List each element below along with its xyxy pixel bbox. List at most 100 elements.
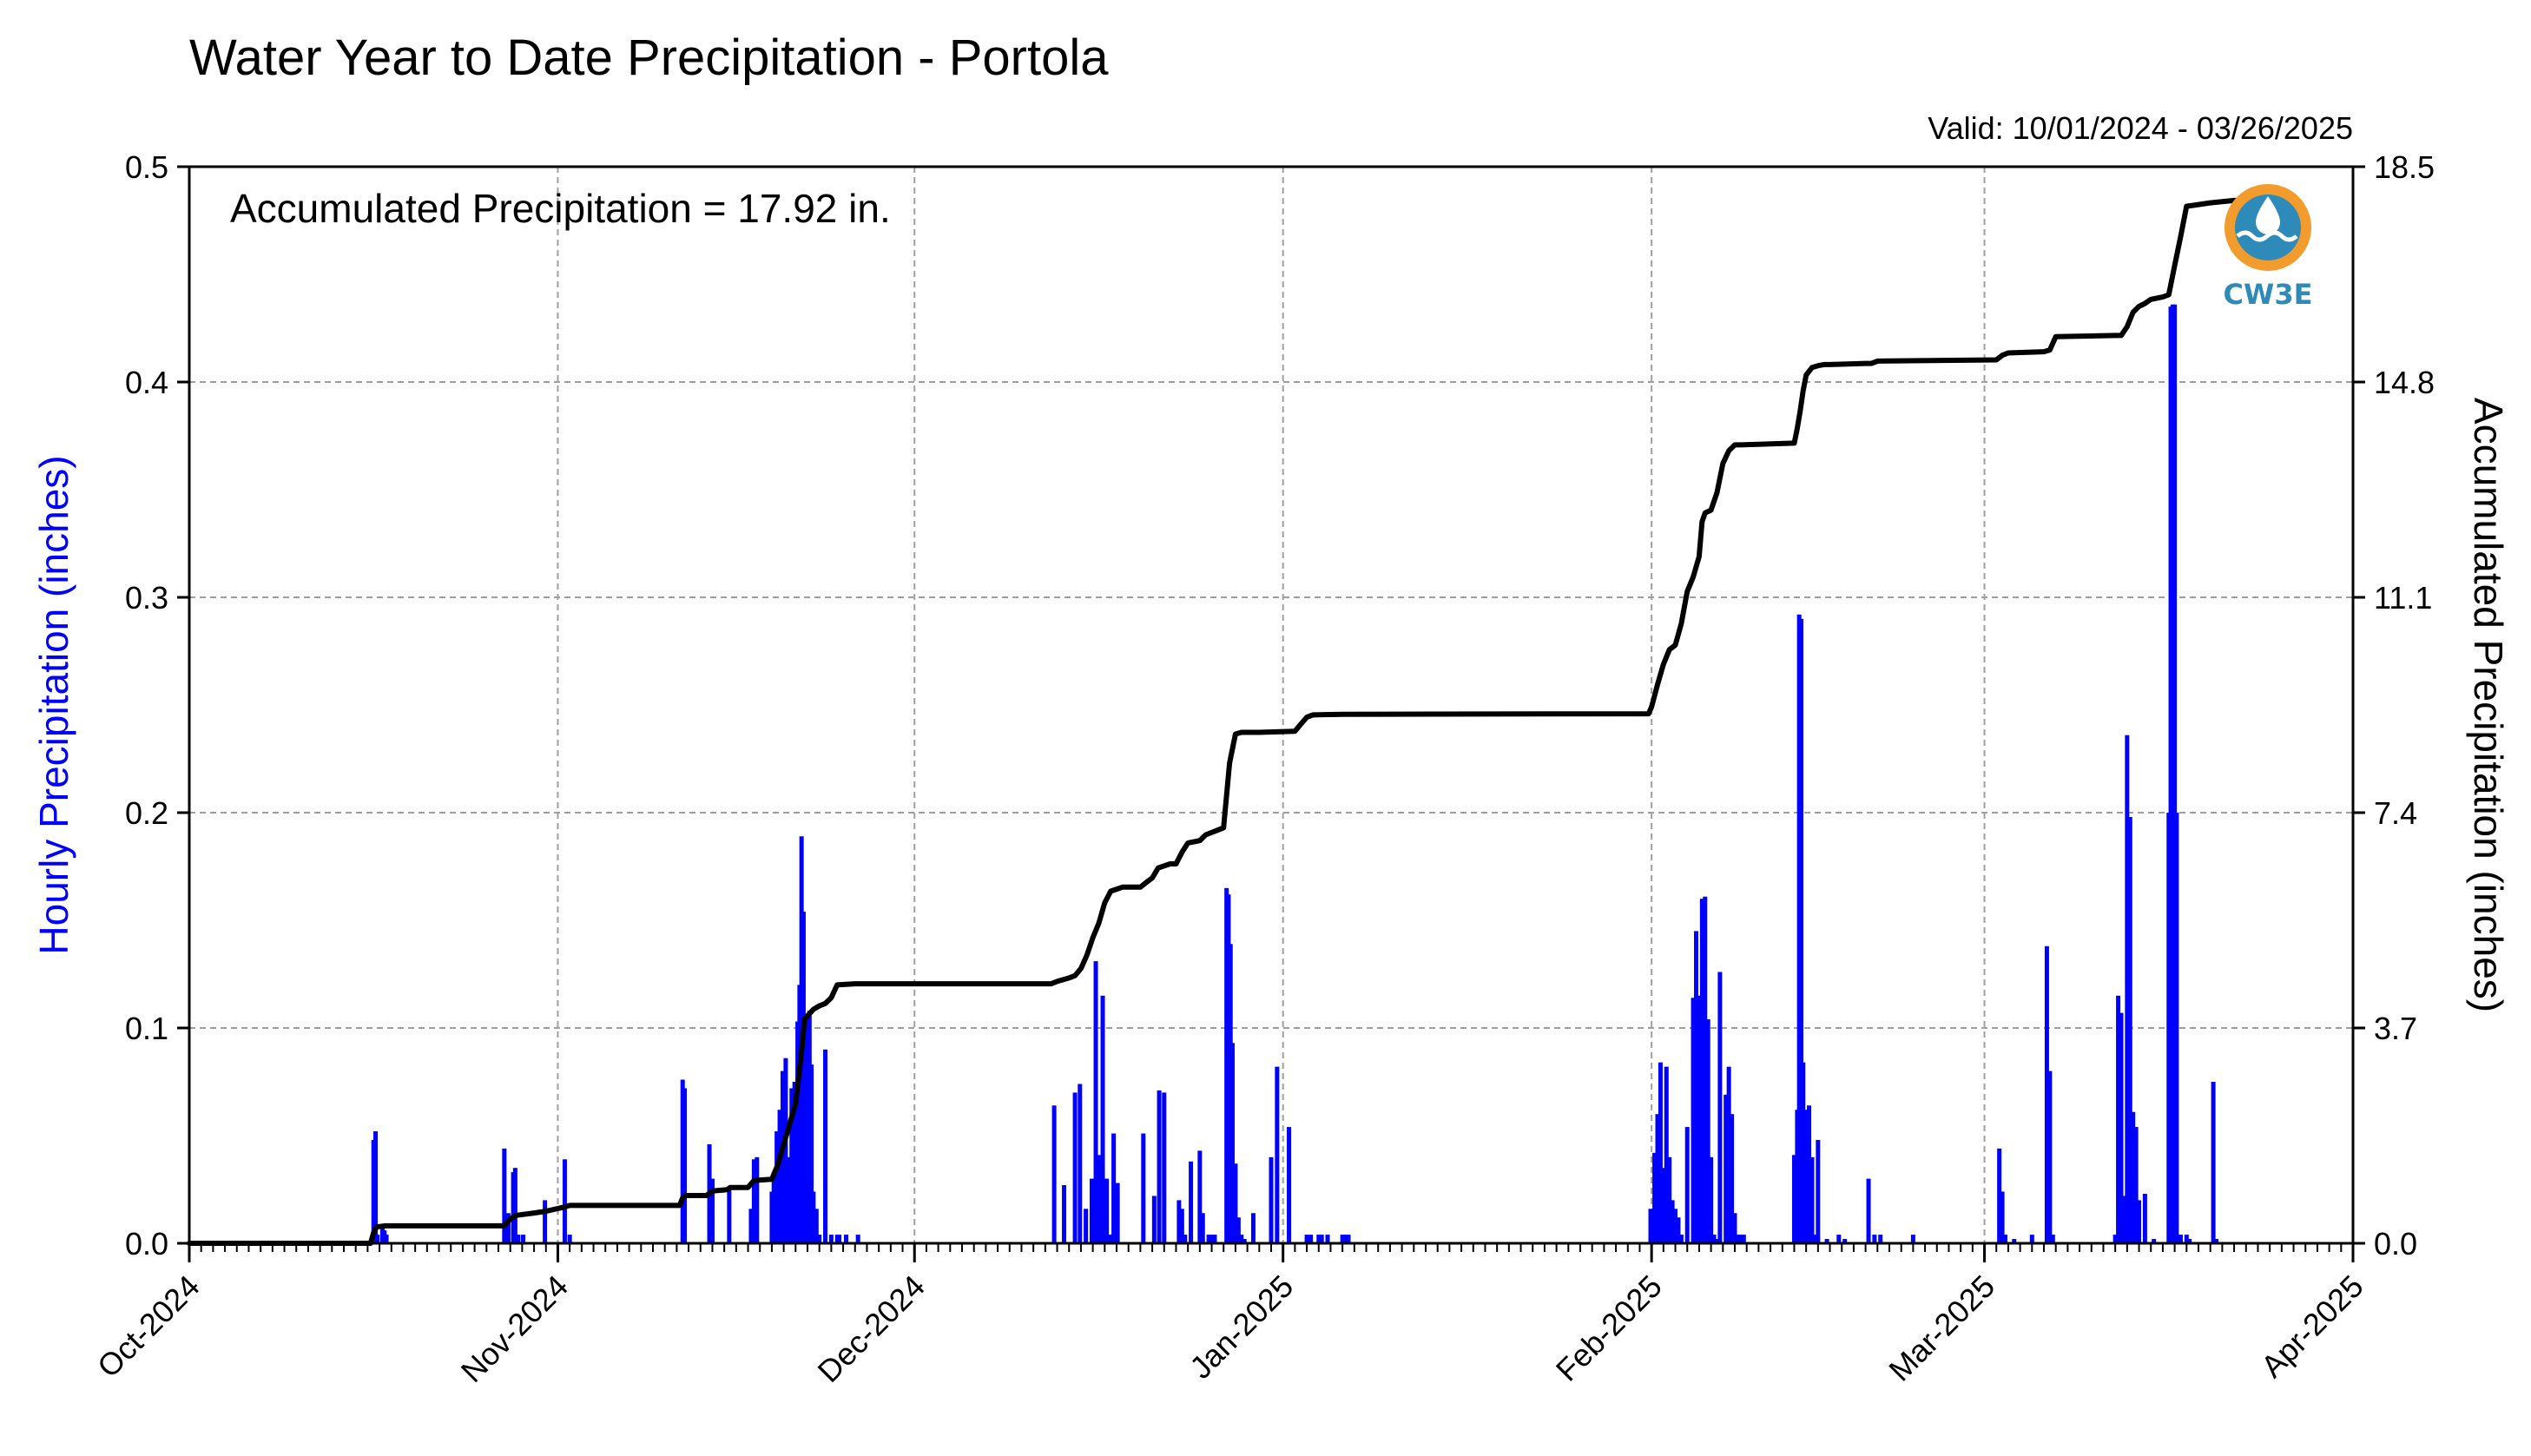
hourly-bar — [2187, 1239, 2192, 1243]
hourly-bar — [774, 1131, 780, 1243]
hourly-bar — [1325, 1235, 1330, 1243]
hourly-bar — [2029, 1235, 2034, 1243]
hourly-bar — [814, 1209, 819, 1243]
hourly-bar — [1141, 1133, 1146, 1243]
hourly-bar — [1910, 1235, 1915, 1243]
hourly-bar — [2127, 816, 2132, 1243]
hourly-bar — [2137, 1200, 2142, 1243]
hourly-bar — [2119, 1012, 2124, 1243]
hourly-bar — [516, 1235, 521, 1243]
valid-date-range: Valid: 10/01/2024 - 03/26/2025 — [1928, 110, 2353, 146]
hourly-bar — [817, 1235, 822, 1243]
hourly-bar — [844, 1235, 848, 1243]
hourly-bar — [1812, 1235, 1817, 1243]
hourly-bar — [1816, 1139, 1821, 1243]
hourly-bar — [1162, 1092, 1167, 1243]
hourly-bar — [1661, 1168, 1666, 1243]
hourly-bar — [811, 1191, 816, 1243]
x-tick-label: Dec-2024 — [811, 1268, 932, 1389]
right-tick-label: 3.7 — [2374, 1011, 2417, 1046]
hourly-bar — [543, 1200, 548, 1243]
hourly-bar — [1738, 1235, 1743, 1243]
right-tick-label: 11.1 — [2374, 580, 2432, 616]
hourly-bar — [1735, 1235, 1740, 1243]
axis-ticks — [177, 165, 2365, 1262]
hourly-bar — [2116, 995, 2121, 1243]
hourly-bar — [1346, 1235, 1351, 1243]
hourly-bar — [1206, 1235, 1211, 1243]
hourly-bar — [1269, 1156, 1274, 1243]
x-tick-label: Jan-2025 — [1183, 1268, 1300, 1386]
hourly-bar — [1189, 1161, 1194, 1243]
hourly-precipitation-bars — [371, 304, 2219, 1244]
left-tick-label: 0.0 — [125, 1226, 168, 1262]
hourly-bar — [1308, 1235, 1314, 1243]
hourly-bar — [855, 1235, 860, 1243]
hourly-bar — [2044, 945, 2049, 1243]
hourly-bar — [1236, 1217, 1241, 1243]
hourly-bar — [2112, 1235, 2118, 1243]
hourly-bar — [1239, 1235, 1244, 1243]
right-tick-label: 18.5 — [2374, 149, 2435, 185]
accumulated-total-annotation: Accumulated Precipitation = 17.92 in. — [230, 186, 891, 231]
hourly-bar — [512, 1168, 517, 1243]
hourly-bar — [682, 1088, 688, 1243]
left-tick-label: 0.3 — [125, 580, 168, 616]
chart-title: Water Year to Date Precipitation - Porto… — [189, 30, 1109, 86]
hourly-bar — [521, 1235, 526, 1243]
hourly-bar — [1709, 1156, 1714, 1243]
hourly-bar — [1250, 1213, 1256, 1243]
hourly-bar — [777, 1110, 782, 1243]
hourly-bar — [783, 1057, 788, 1243]
hourly-bar — [2131, 1111, 2136, 1243]
hourly-bar — [1726, 1066, 1731, 1243]
hourly-bar — [1878, 1235, 1883, 1243]
right-tick-label: 0.0 — [2374, 1226, 2417, 1262]
hourly-bar — [1093, 961, 1098, 1243]
hourly-bar — [1997, 1148, 2002, 1243]
hourly-bar — [727, 1187, 732, 1243]
hourly-bar — [2121, 1196, 2126, 1243]
left-tick-label: 0.4 — [125, 365, 168, 400]
hourly-bar — [2125, 735, 2130, 1243]
hourly-bar — [2174, 813, 2179, 1243]
hourly-bar — [1724, 1094, 1729, 1243]
hourly-bar — [1676, 1217, 1681, 1243]
hourly-bar — [1652, 1152, 1658, 1243]
hourly-bar — [1691, 998, 1696, 1243]
hourly-bar — [1703, 896, 1708, 1243]
hourly-bar — [1111, 1133, 1117, 1243]
x-tick-label: Feb-2025 — [1549, 1268, 1669, 1388]
hourly-bar — [2178, 1235, 2183, 1243]
logo-text: CW3E — [2224, 278, 2313, 311]
hourly-bar — [567, 1235, 572, 1243]
hourly-bar — [1732, 1213, 1737, 1243]
hourly-bar — [1084, 1209, 1089, 1243]
hourly-bar — [1673, 1209, 1678, 1243]
hourly-bar — [375, 1235, 380, 1243]
right-axis-label: Accumulated Precipitation (inches) — [2466, 398, 2511, 1012]
hourly-bar — [1705, 1019, 1710, 1243]
hourly-bar — [809, 1064, 814, 1243]
hourly-bar — [1287, 1127, 1292, 1243]
hourly-bar — [384, 1235, 389, 1243]
hourly-bar — [2050, 1235, 2055, 1243]
hourly-bar — [1209, 1235, 1215, 1243]
hourly-bar — [2133, 1127, 2139, 1243]
hourly-bar — [1824, 1239, 1829, 1243]
hourly-bar — [1717, 972, 1723, 1243]
hourly-bar — [2152, 1239, 2157, 1243]
hourly-bar — [502, 1148, 507, 1243]
gridlines — [189, 167, 2353, 1243]
hourly-bar — [1711, 1235, 1717, 1243]
hourly-bar — [1836, 1235, 1842, 1243]
hourly-bar — [1791, 1155, 1796, 1243]
hourly-bar — [2184, 1235, 2189, 1243]
hourly-bar — [780, 1071, 785, 1243]
hourly-bar — [786, 1156, 791, 1243]
hourly-bar — [1157, 1090, 1162, 1243]
hourly-bar — [1179, 1209, 1184, 1243]
accumulated-precipitation-line — [187, 197, 2290, 1246]
logo-wave-icon — [2236, 230, 2298, 242]
